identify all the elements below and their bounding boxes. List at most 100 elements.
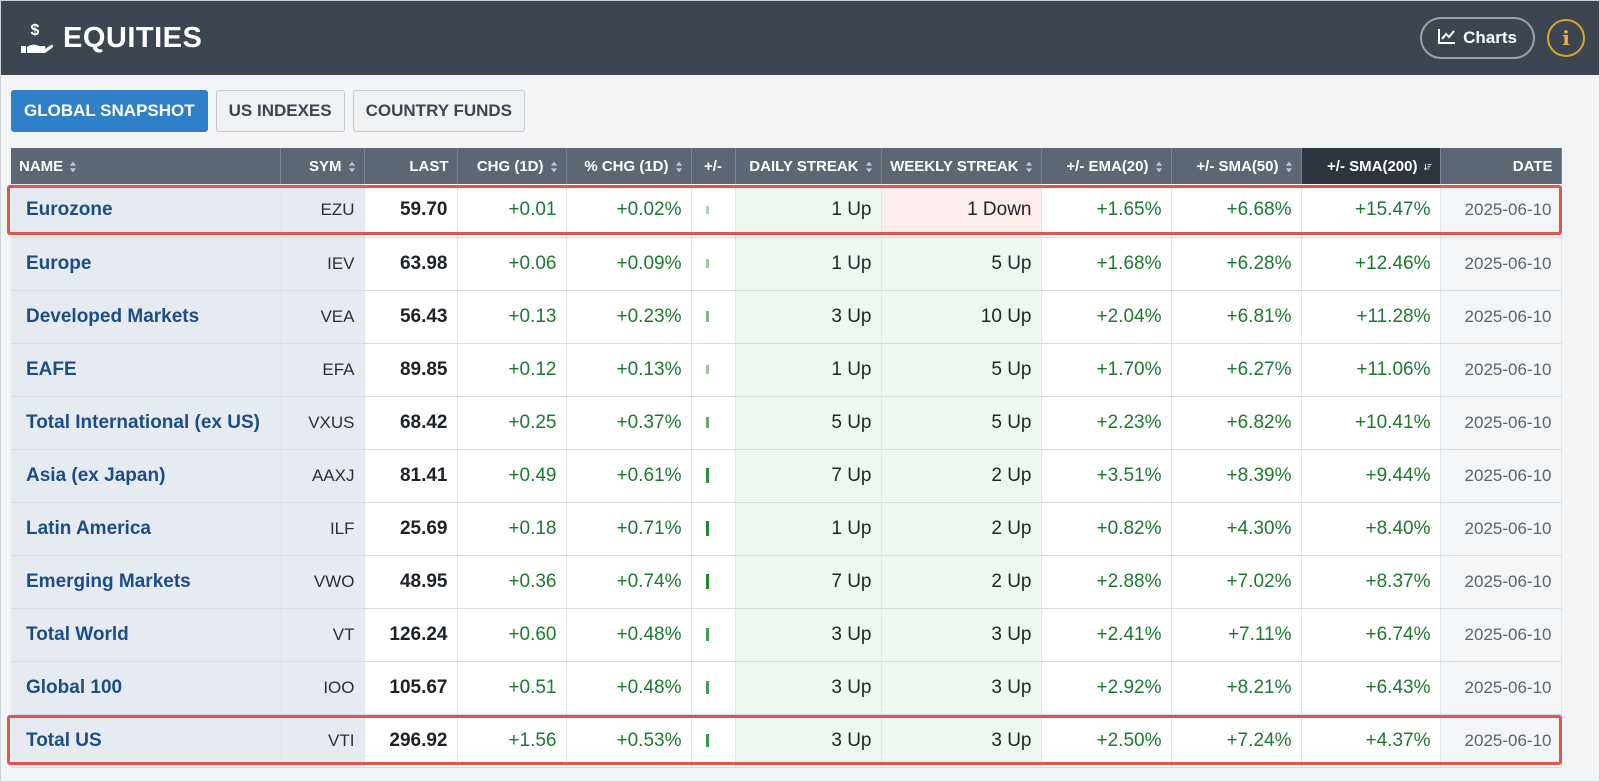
row-sma50: +6.68% xyxy=(1171,184,1302,238)
column-header-5[interactable]: +/- xyxy=(691,148,736,184)
row-percent-change: +0.74% xyxy=(566,555,692,609)
row-date: 2025-06-10 xyxy=(1440,714,1562,768)
row-last-price: 25.69 xyxy=(364,502,458,556)
info-button[interactable]: i xyxy=(1547,19,1585,57)
row-date: 2025-06-10 xyxy=(1440,555,1562,609)
column-header-3[interactable]: CHG (1D) xyxy=(457,148,567,184)
column-header-11[interactable]: DATE xyxy=(1440,148,1562,184)
column-header-label: DAILY STREAK xyxy=(749,157,859,175)
row-change-bar xyxy=(691,237,736,291)
change-bar-mark xyxy=(705,520,709,537)
row-weekly-streak: 5 Up xyxy=(881,396,1042,450)
row-ema20: +3.51% xyxy=(1041,449,1172,503)
sort-arrows-icon xyxy=(348,161,355,172)
column-header-label: CHG (1D) xyxy=(476,157,544,175)
tab-global-snapshot[interactable]: GLOBAL SNAPSHOT xyxy=(11,90,208,132)
row-symbol: VXUS xyxy=(280,396,365,450)
column-header-label: % CHG (1D) xyxy=(584,157,669,175)
row-weekly-streak: 3 Up xyxy=(881,714,1042,768)
column-header-10[interactable]: +/- SMA(200) xyxy=(1301,148,1441,184)
table-row[interactable]: Total US VTI 296.92 +1.56 +0.53% 3 Up 3 Up +2.5… xyxy=(11,714,1562,768)
column-header-8[interactable]: +/- EMA(20) xyxy=(1041,148,1172,184)
row-percent-change: +0.71% xyxy=(566,502,692,556)
info-icon: i xyxy=(1562,26,1570,50)
row-name-link[interactable]: Asia (ex Japan) xyxy=(11,449,281,503)
row-ema20: +2.88% xyxy=(1041,555,1172,609)
row-sma50: +7.24% xyxy=(1171,714,1302,768)
row-change: +0.13 xyxy=(457,290,567,344)
column-header-9[interactable]: +/- SMA(50) xyxy=(1171,148,1302,184)
table-row[interactable]: Total World VT 126.24 +0.60 +0.48% 3 Up 3 Up +2… xyxy=(11,608,1562,662)
change-bar-mark xyxy=(705,311,709,322)
row-sma200: +15.47% xyxy=(1301,184,1441,238)
table-header-row: NAME SYM LAST CHG (1D) % CHG (1D) +/- DAILY ST… xyxy=(11,148,1562,184)
row-name-link[interactable]: Emerging Markets xyxy=(11,555,281,609)
table-row[interactable]: Latin America ILF 25.69 +0.18 +0.71% 1 Up 2 Up… xyxy=(11,502,1562,556)
column-header-6[interactable]: DAILY STREAK xyxy=(735,148,882,184)
row-weekly-streak: 2 Up xyxy=(881,502,1042,556)
row-percent-change: +0.48% xyxy=(566,608,692,662)
row-name-link[interactable]: Global 100 xyxy=(11,661,281,715)
column-header-4[interactable]: % CHG (1D) xyxy=(566,148,692,184)
row-sma50: +6.28% xyxy=(1171,237,1302,291)
row-change-bar xyxy=(691,396,736,450)
row-name-link[interactable]: Latin America xyxy=(11,502,281,556)
table-row[interactable]: Total International (ex US) VXUS 68.42 +0.2… xyxy=(11,396,1562,450)
table-row[interactable]: Europe IEV 63.98 +0.06 +0.09% 1 Up 5 Up +1.68% +… xyxy=(11,237,1562,291)
row-symbol: AAXJ xyxy=(280,449,365,503)
row-name-link[interactable]: Total International (ex US) xyxy=(11,396,281,450)
sort-arrows-icon xyxy=(550,161,557,172)
row-date: 2025-06-10 xyxy=(1440,608,1562,662)
row-ema20: +1.68% xyxy=(1041,237,1172,291)
tab-country-funds[interactable]: COUNTRY FUNDS xyxy=(352,90,526,132)
row-symbol: VWO xyxy=(280,555,365,609)
row-sma200: +12.46% xyxy=(1301,237,1441,291)
column-header-0[interactable]: NAME xyxy=(11,148,281,184)
row-last-price: 81.41 xyxy=(364,449,458,503)
row-date: 2025-06-10 xyxy=(1440,502,1562,556)
change-bar-mark xyxy=(705,259,709,268)
change-bar-mark xyxy=(705,468,709,483)
column-header-1[interactable]: SYM xyxy=(280,148,365,184)
table-row[interactable]: Developed Markets VEA 56.43 +0.13 +0.23% 3 Up… xyxy=(11,290,1562,344)
row-sma200: +8.37% xyxy=(1301,555,1441,609)
table-row[interactable]: Emerging Markets VWO 48.95 +0.36 +0.74% 7 Up 2… xyxy=(11,555,1562,609)
table-row[interactable]: Asia (ex Japan) AAXJ 81.41 +0.49 +0.61% 7 Up 2… xyxy=(11,449,1562,503)
row-weekly-streak: 5 Up xyxy=(881,343,1042,397)
column-header-7[interactable]: WEEKLY STREAK xyxy=(881,148,1042,184)
row-change-bar xyxy=(691,661,736,715)
row-name-link[interactable]: Developed Markets xyxy=(11,290,281,344)
table-row[interactable]: Global 100 IOO 105.67 +0.51 +0.48% 3 Up 3 Up +2… xyxy=(11,661,1562,715)
row-name-link[interactable]: Total World xyxy=(11,608,281,662)
row-sma200: +11.28% xyxy=(1301,290,1441,344)
table-row[interactable]: EAFE EFA 89.85 +0.12 +0.13% 1 Up 5 Up +1.70% +6.… xyxy=(11,343,1562,397)
row-change-bar xyxy=(691,555,736,609)
charts-button[interactable]: Charts xyxy=(1420,17,1535,59)
row-ema20: +1.70% xyxy=(1041,343,1172,397)
snapshot-table: NAME SYM LAST CHG (1D) % CHG (1D) +/- DAILY ST… xyxy=(11,148,1562,768)
column-header-2[interactable]: LAST xyxy=(364,148,458,184)
row-last-price: 105.67 xyxy=(364,661,458,715)
row-percent-change: +0.61% xyxy=(566,449,692,503)
table-row[interactable]: Eurozone EZU 59.70 +0.01 +0.02% 1 Up 1 Down +1.… xyxy=(11,184,1562,238)
row-sma200: +10.41% xyxy=(1301,396,1441,450)
column-header-label: DATE xyxy=(1512,157,1553,175)
row-name-link[interactable]: Eurozone xyxy=(11,184,281,238)
row-symbol: VT xyxy=(280,608,365,662)
row-name-link[interactable]: Total US xyxy=(11,714,281,768)
row-date: 2025-06-10 xyxy=(1440,343,1562,397)
row-last-price: 89.85 xyxy=(364,343,458,397)
row-change: +0.18 xyxy=(457,502,567,556)
row-ema20: +2.04% xyxy=(1041,290,1172,344)
row-change-bar xyxy=(691,290,736,344)
column-header-label: +/- SMA(50) xyxy=(1196,157,1279,175)
panel-header: $ EQUITIES Charts i xyxy=(1,1,1599,75)
tab-us-indexes[interactable]: US INDEXES xyxy=(215,90,345,132)
row-symbol: EFA xyxy=(280,343,365,397)
row-last-price: 48.95 xyxy=(364,555,458,609)
row-symbol: EZU xyxy=(280,184,365,238)
row-name-link[interactable]: Europe xyxy=(11,237,281,291)
row-ema20: +1.65% xyxy=(1041,184,1172,238)
row-name-link[interactable]: EAFE xyxy=(11,343,281,397)
